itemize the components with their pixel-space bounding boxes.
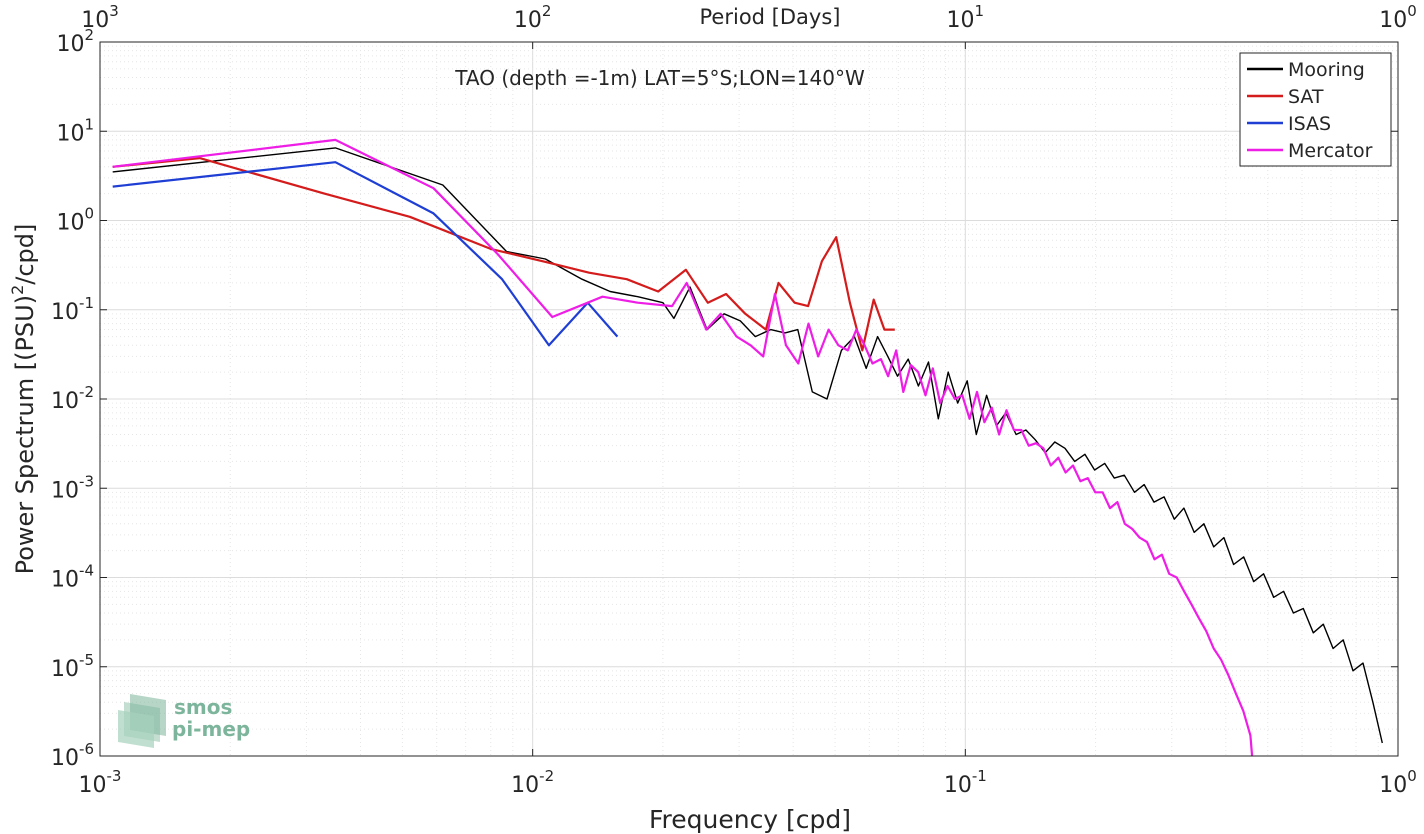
- logo-text-pi-mep: pi-mep: [172, 717, 250, 741]
- tick-label-top-x-base: 10: [514, 8, 542, 33]
- legend-box: [1239, 52, 1392, 167]
- tick-label-y: 100: [56, 205, 94, 236]
- tick-label-x-base: 10: [511, 773, 539, 798]
- tick-label-y-exp: 2: [84, 26, 94, 44]
- y-axis-label-main: Power Spectrum [(PSU): [11, 295, 39, 574]
- tick-label-x-exp: -3: [107, 767, 122, 785]
- tick-label-top-x: 101: [947, 2, 985, 33]
- tick-label-x: 100: [1379, 767, 1417, 798]
- tick-label-x-base: 10: [1379, 773, 1407, 798]
- tick-label-y: 10-6: [51, 740, 94, 771]
- series-lines: [112, 138, 1383, 757]
- tick-label-y-exp: -2: [79, 383, 94, 401]
- tick-label-y-base: 10: [51, 657, 79, 682]
- y-axis-label-tail: /cpd]: [11, 224, 39, 285]
- tick-label-x-exp: -2: [539, 767, 554, 785]
- tick-label-y-exp: -4: [79, 562, 94, 580]
- legend-label-isas: ISAS: [1288, 113, 1331, 135]
- tick-label-y-base: 10: [56, 32, 84, 57]
- tick-label-top-x-exp: 3: [109, 2, 119, 20]
- tick-label-y-exp: -5: [79, 651, 94, 669]
- tick-label-y-base: 10: [51, 478, 79, 503]
- tick-label-top-x: 102: [514, 2, 552, 33]
- legend-label-mooring: Mooring: [1288, 59, 1365, 81]
- tick-label-y: 10-3: [51, 472, 94, 503]
- top-x-axis-label: Period [Days]: [700, 5, 841, 29]
- y-axis-label-sup: 2: [8, 285, 27, 295]
- tick-label-y-base: 10: [51, 746, 79, 771]
- tick-label-y: 102: [56, 26, 94, 57]
- tick-label-x-base: 10: [944, 773, 972, 798]
- tick-label-top-x: 100: [1379, 2, 1417, 33]
- tick-label-y: 101: [56, 115, 94, 146]
- series-line-sat: [112, 157, 895, 352]
- tick-label-x: 10-1: [944, 767, 987, 798]
- tick-label-x-base: 10: [79, 773, 107, 798]
- tick-label-y-base: 10: [56, 211, 84, 236]
- tick-label-y-exp: -6: [79, 740, 94, 758]
- tick-label-top-x-base: 10: [947, 8, 975, 33]
- series-line-mooring: [112, 147, 1383, 744]
- tick-label-y: 10-1: [51, 294, 94, 325]
- tick-label-y-base: 10: [56, 121, 84, 146]
- legend-label-mercator: Mercator: [1288, 140, 1373, 162]
- legend-label-sat: SAT: [1288, 86, 1324, 108]
- chart-title: TAO (depth =-1m) LAT=5°S;LON=140°W: [454, 66, 865, 90]
- grid: [99, 42, 1398, 757]
- tick-label-y-exp: 0: [84, 205, 94, 223]
- tick-label-y: 10-2: [51, 383, 94, 414]
- tick-label-y-exp: 1: [84, 115, 94, 133]
- tick-label-y-base: 10: [51, 300, 79, 325]
- y-axis-label: Power Spectrum [(PSU)2/cpd]: [8, 224, 39, 575]
- tick-label-y-base: 10: [51, 568, 79, 593]
- tick-label-x-exp: 0: [1407, 767, 1417, 785]
- logo-mark-front: [118, 710, 154, 748]
- tick-label-top-x-exp: 0: [1407, 2, 1417, 20]
- tick-label-y: 10-5: [51, 651, 94, 682]
- x-axis-label: Frequency [cpd]: [649, 805, 851, 834]
- tick-label-top-x-exp: 1: [975, 2, 985, 20]
- series-line-mercator: [112, 138, 1254, 757]
- tick-label-y-exp: -1: [79, 294, 94, 312]
- legend: Mooring SAT ISAS Mercator: [1239, 52, 1392, 167]
- tick-label-top-x: 103: [81, 2, 119, 33]
- tick-label-y-base: 10: [51, 389, 79, 414]
- tick-label-y: 10-4: [51, 562, 94, 593]
- tick-label-x-exp: -1: [972, 767, 987, 785]
- tick-label-x: 10-2: [511, 767, 554, 798]
- tick-label-x: 10-3: [79, 767, 122, 798]
- tick-label-y-exp: -3: [79, 472, 94, 490]
- tick-label-top-x-exp: 2: [542, 2, 552, 20]
- smos-pi-mep-logo: smos pi-mep: [118, 694, 250, 748]
- logo-text-smos: smos: [174, 695, 232, 719]
- tick-label-top-x-base: 10: [81, 8, 109, 33]
- tick-label-top-x-base: 10: [1379, 8, 1407, 33]
